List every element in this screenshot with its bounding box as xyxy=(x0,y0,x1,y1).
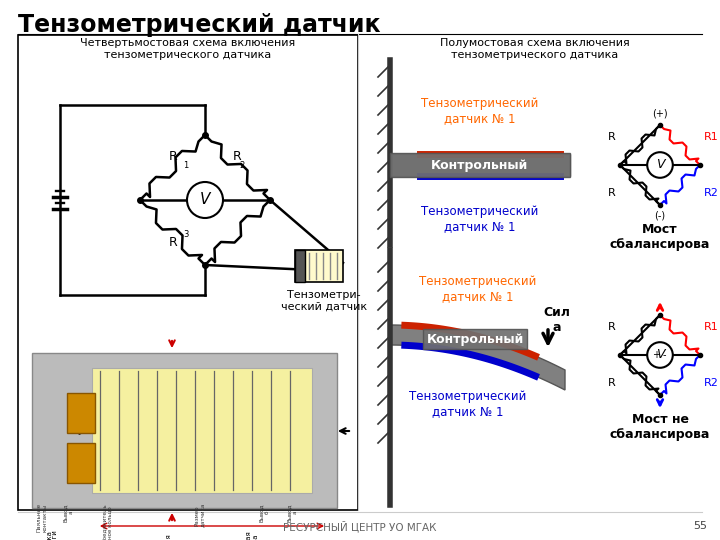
Bar xyxy=(67,443,95,483)
Text: R1: R1 xyxy=(704,322,719,332)
Text: R: R xyxy=(233,151,242,164)
Text: 3: 3 xyxy=(183,230,189,239)
Text: Вывод
а: Вывод а xyxy=(287,503,297,522)
Circle shape xyxy=(647,342,672,368)
Text: Вывод
б: Вывод б xyxy=(258,503,269,522)
Bar xyxy=(390,153,570,177)
Text: Тензометрический
датчик № 1: Тензометрический датчик № 1 xyxy=(421,205,539,233)
Text: (+): (+) xyxy=(652,109,668,119)
Text: Размер
датчика: Размер датчика xyxy=(194,503,205,528)
Text: (-): (-) xyxy=(654,211,665,221)
Circle shape xyxy=(647,152,672,178)
Polygon shape xyxy=(390,325,565,390)
Text: Мост не
сбалансирова: Мост не сбалансирова xyxy=(610,413,710,441)
Bar xyxy=(18,35,358,510)
Bar xyxy=(92,368,312,493)
Text: R: R xyxy=(608,322,616,332)
Text: R: R xyxy=(608,188,616,198)
Bar xyxy=(32,353,337,508)
Text: Тензометрический
датчик № 1: Тензометрический датчик № 1 xyxy=(419,275,536,303)
Bar xyxy=(67,393,95,433)
Text: РЕСУРСНЫЙ ЦЕНТР УО МГАК: РЕСУРСНЫЙ ЦЕНТР УО МГАК xyxy=(283,520,437,532)
Text: R1: R1 xyxy=(704,132,719,142)
Text: R: R xyxy=(608,132,616,142)
Text: R: R xyxy=(168,151,177,164)
Text: Сил
а: Сил а xyxy=(543,306,570,334)
Text: R: R xyxy=(608,378,616,388)
Text: R: R xyxy=(168,237,177,249)
Text: Контрольный: Контрольный xyxy=(426,333,523,346)
Text: R2: R2 xyxy=(704,188,719,198)
Text: Паяльные
контакты: Паяльные контакты xyxy=(37,503,48,532)
Text: 1: 1 xyxy=(183,161,188,170)
Text: Соединитель
ное кольцо: Соединитель ное кольцо xyxy=(102,503,112,540)
Text: Полумостовая схема включения
тензометрического датчика: Полумостовая схема включения тензометрич… xyxy=(440,38,630,59)
Text: +: + xyxy=(652,350,660,360)
Text: Тензометрический
датчик № 1: Тензометрический датчик № 1 xyxy=(409,390,527,418)
Bar xyxy=(295,250,305,282)
Text: R2: R2 xyxy=(704,378,719,388)
Bar xyxy=(295,250,343,282)
Text: Тензометри-
ческий датчик: Тензометри- ческий датчик xyxy=(281,290,367,312)
Text: Подложка
из фольги: Подложка из фольги xyxy=(45,530,58,540)
Text: Тензометрический
датчик № 1: Тензометрический датчик № 1 xyxy=(421,97,539,125)
Text: V: V xyxy=(656,159,665,172)
Text: Мост
сбалансирова: Мост сбалансирова xyxy=(610,223,710,251)
Text: V: V xyxy=(656,348,665,361)
Text: 2: 2 xyxy=(239,161,244,170)
Text: Контрольный: Контрольный xyxy=(431,159,528,172)
Text: Активная
ширина: Активная ширина xyxy=(246,530,258,540)
Text: Вывод
а: Вывод а xyxy=(63,503,73,522)
Text: -: - xyxy=(662,350,666,360)
Text: V: V xyxy=(200,192,210,207)
Bar xyxy=(390,154,570,176)
Text: Тензометрический датчик: Тензометрический датчик xyxy=(18,13,380,37)
Text: Активная
длина: Активная длина xyxy=(166,533,179,540)
Circle shape xyxy=(187,182,223,218)
Text: Четвертьмостовая схема включения
тензометрического датчика: Четвертьмостовая схема включения тензоме… xyxy=(81,38,296,59)
Text: 55: 55 xyxy=(693,521,707,531)
